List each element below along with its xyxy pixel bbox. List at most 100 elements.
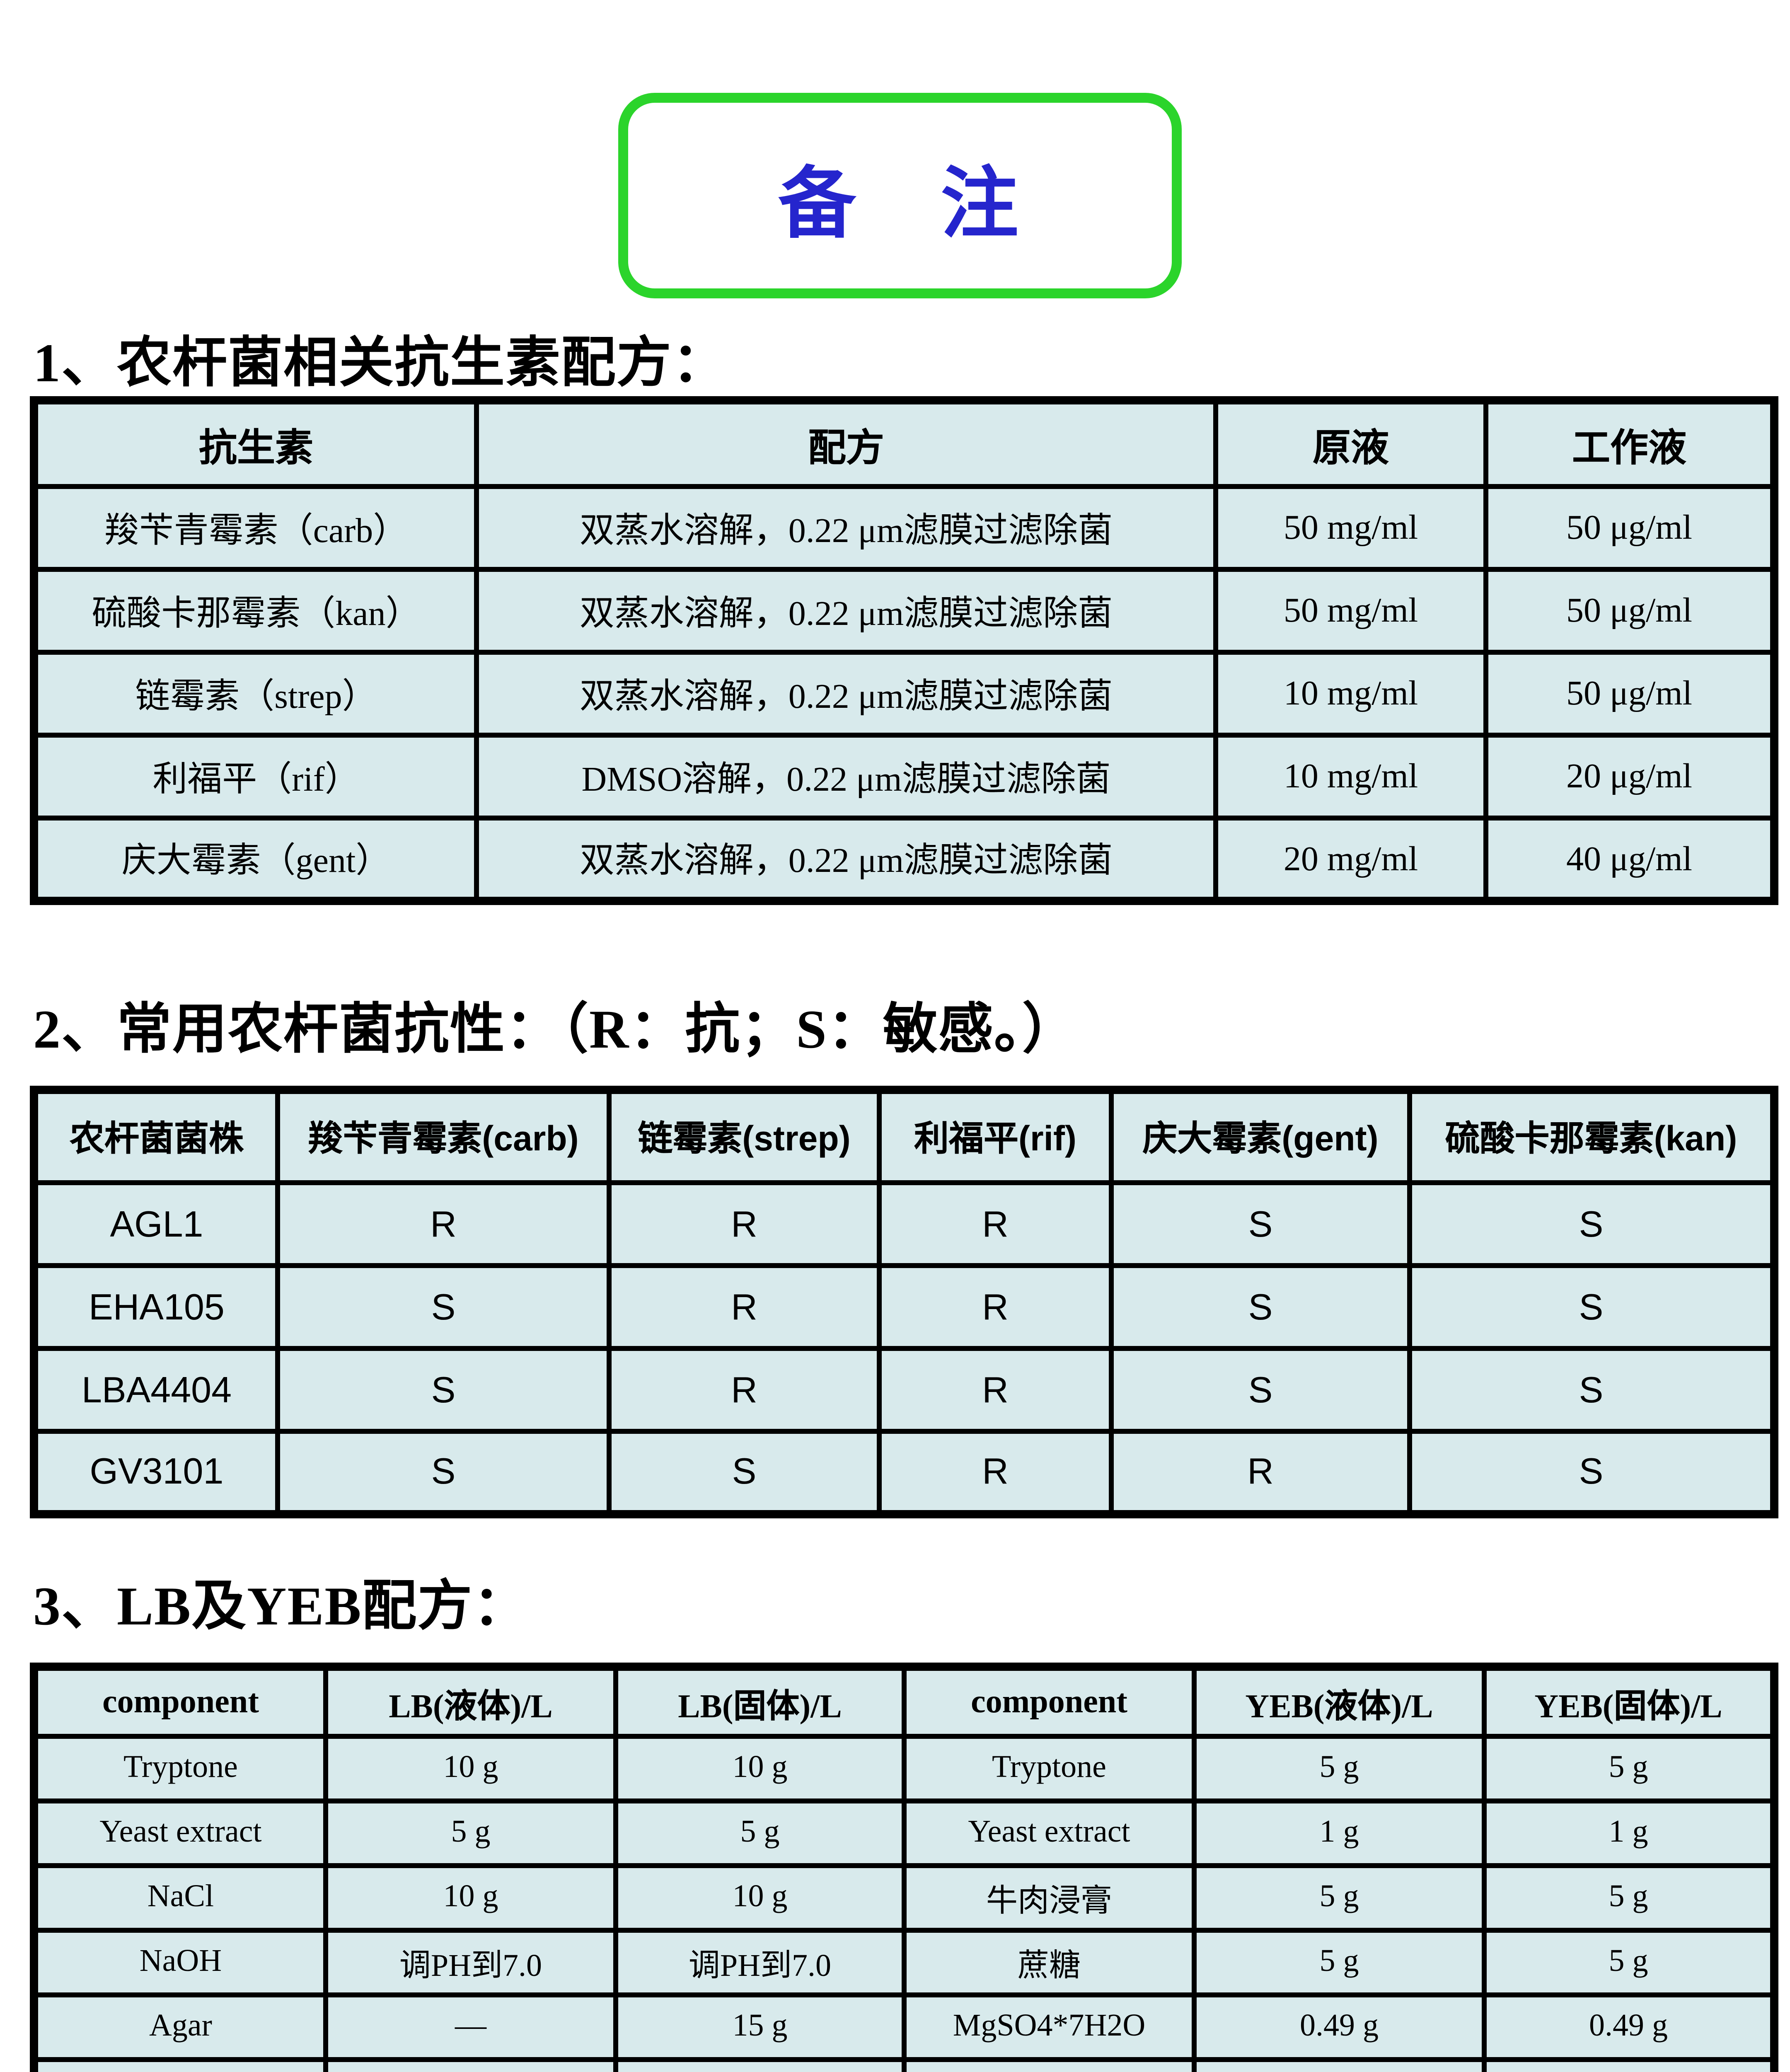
table3-cell-1-1: 5 g xyxy=(323,1798,618,1868)
table1-cell-2-1: 双蒸水溶解，0.22 μm滤膜过滤除菌 xyxy=(474,650,1218,738)
table1-cell-3-1: DMSO溶解，0.22 μm滤膜过滤除菌 xyxy=(474,733,1218,821)
table2-header-2: 链霉素(strep) xyxy=(607,1087,882,1185)
table2-cell-1-2: R xyxy=(607,1263,882,1351)
table3-header-row: component LB(液体)/L LB(固体)/L component YEB(液体… xyxy=(31,1664,1777,1739)
table3-cell-3-2: 调PH到7.0 xyxy=(613,1928,907,1997)
table1-cell-0-1: 双蒸水溶解，0.22 μm滤膜过滤除菌 xyxy=(474,484,1218,572)
table3-cell-1-0: Yeast extract xyxy=(31,1798,328,1868)
table1-row-2: 链霉素（strep） 双蒸水溶解，0.22 μm滤膜过滤除菌 10 mg/ml 50 … xyxy=(31,650,1777,738)
table2-cell-2-5: S xyxy=(1407,1346,1777,1434)
table2-header-4: 庆大霉素(gent) xyxy=(1109,1087,1412,1185)
table1-cell-4-1: 双蒸水溶解，0.22 μm滤膜过滤除菌 xyxy=(474,816,1218,903)
table1-cell-4-3: 40 μg/ml xyxy=(1483,816,1777,903)
table1-row-4: 庆大霉素（gent） 双蒸水溶解，0.22 μm滤膜过滤除菌 20 mg/ml 40 … xyxy=(31,816,1777,903)
table2-cell-1-4: S xyxy=(1109,1263,1412,1351)
table2-header-3: 利福平(rif) xyxy=(877,1087,1114,1185)
table2-cell-3-2: S xyxy=(607,1429,882,1517)
table3-cell-2-4: 5 g xyxy=(1192,1863,1487,1933)
table3-cell-4-2: 15 g xyxy=(613,1992,907,2062)
table1-cell-3-3: 20 μg/ml xyxy=(1483,733,1777,821)
table3-cell-0-2: 10 g xyxy=(613,1734,907,1803)
table1-header-3: 工作液 xyxy=(1483,398,1777,489)
table3-cell-1-2: 5 g xyxy=(613,1798,907,1868)
table3-cell-5-0 xyxy=(31,2057,328,2072)
table2-cell-1-0: EHA105 xyxy=(31,1263,280,1351)
table2-cell-3-0: GV3101 xyxy=(31,1429,280,1517)
table3-cell-2-5: 5 g xyxy=(1482,1863,1777,1933)
table1-row-1: 硫酸卡那霉素（kan） 双蒸水溶解，0.22 μm滤膜过滤除菌 50 mg/ml 50… xyxy=(31,567,1777,655)
lb-yeb-recipe-table: component LB(液体)/L LB(固体)/L component YEB(液体… xyxy=(30,1663,1778,2072)
section-1-heading: 1、农杆菌相关抗生素配方： xyxy=(33,335,728,395)
table2-cell-2-1: S xyxy=(275,1346,612,1434)
table3-cell-2-2: 10 g xyxy=(613,1863,907,1933)
table2-cell-2-0: LBA4404 xyxy=(31,1346,280,1434)
table1-cell-0-3: 50 μg/ml xyxy=(1483,484,1777,572)
table1-cell-3-2: 10 mg/ml xyxy=(1213,733,1488,821)
table2-cell-3-1: S xyxy=(275,1429,612,1517)
table3-cell-4-3: MgSO4*7H2O xyxy=(902,1992,1197,2062)
table3-cell-3-0: NaOH xyxy=(31,1928,328,1997)
table3-cell-3-4: 5 g xyxy=(1192,1928,1487,1997)
table2-cell-0-0: AGL1 xyxy=(31,1180,280,1268)
table1-header-0: 抗生素 xyxy=(31,398,479,489)
table2-row-1: EHA105 S R R S S xyxy=(31,1263,1777,1351)
table3-header-1: LB(液体)/L xyxy=(323,1664,618,1739)
table3-cell-0-3: Tryptone xyxy=(902,1734,1197,1803)
table3-cell-0-0: Tryptone xyxy=(31,1734,328,1803)
table1-cell-4-0: 庆大霉素（gent） xyxy=(31,816,479,903)
table1-cell-2-3: 50 μg/ml xyxy=(1483,650,1777,738)
section-2-heading: 2、常用农杆菌抗性：（R：抗；S：敏感。） xyxy=(33,1001,1078,1061)
table3-cell-4-5: 0.49 g xyxy=(1482,1992,1777,2062)
table1-cell-0-0: 羧苄青霉素（carb） xyxy=(31,484,479,572)
table2-cell-3-5: S xyxy=(1407,1429,1777,1517)
table2-cell-1-3: R xyxy=(877,1263,1114,1351)
table3-cell-4-4: 0.49 g xyxy=(1192,1992,1487,2062)
table1-cell-4-2: 20 mg/ml xyxy=(1213,816,1488,903)
table3-row-4: Agar —15 g MgSO4*7H2O 0.49 g 0.49 g xyxy=(31,1992,1777,2062)
table3-cell-0-4: 5 g xyxy=(1192,1734,1487,1803)
table3-cell-1-5: 1 g xyxy=(1482,1798,1777,1868)
table2-row-2: LBA4404 S R R S S xyxy=(31,1346,1777,1434)
table1-row-3: 利福平（rif） DMSO溶解，0.22 μm滤膜过滤除菌 10 mg/ml 20 μ… xyxy=(31,733,1777,821)
table1-header-2: 原液 xyxy=(1213,398,1488,489)
table2-row-3: GV3101 S S R R S xyxy=(31,1429,1777,1517)
table2-row-0: AGL1 R R R S S xyxy=(31,1180,1777,1268)
table3-cell-5-4: 调PH到7.0 xyxy=(1192,2057,1487,2072)
table3-cell-3-3: 蔗糖 xyxy=(902,1928,1197,1997)
table1-cell-2-0: 链霉素（strep） xyxy=(31,650,479,738)
table2-cell-3-3: R xyxy=(877,1429,1114,1517)
table2-cell-2-2: R xyxy=(607,1346,882,1434)
table3-cell-3-5: 5 g xyxy=(1482,1928,1777,1997)
table3-cell-1-3: Yeast extract xyxy=(902,1798,1197,1868)
remarks-title: 备 注 xyxy=(778,162,1022,248)
table1-cell-0-2: 50 mg/ml xyxy=(1213,484,1488,572)
table1-cell-1-3: 50 μg/ml xyxy=(1483,567,1777,655)
table2-cell-3-4: R xyxy=(1109,1429,1412,1517)
table3-cell-1-4: 1 g xyxy=(1192,1798,1487,1868)
table3-header-0: component xyxy=(31,1664,328,1739)
table3-cell-3-1: 调PH到7.0 xyxy=(323,1928,618,1997)
table3-header-5: YEB(固体)/L xyxy=(1482,1664,1777,1739)
table1-cell-2-2: 10 mg/ml xyxy=(1213,650,1488,738)
table1-cell-1-1: 双蒸水溶解，0.22 μm滤膜过滤除菌 xyxy=(474,567,1218,655)
table3-cell-0-1: 10 g xyxy=(323,1734,618,1803)
table3-header-4: YEB(液体)/L xyxy=(1192,1664,1487,1739)
table3-cell-5-3: NaOH xyxy=(902,2057,1197,2072)
table2-cell-2-4: S xyxy=(1109,1346,1412,1434)
table1-cell-1-0: 硫酸卡那霉素（kan） xyxy=(31,567,479,655)
table1-row-0: 羧苄青霉素（carb） 双蒸水溶解，0.22 μm滤膜过滤除菌 50 mg/ml 50… xyxy=(31,484,1777,572)
section-3-heading: 3、LB及YEB配方： xyxy=(33,1578,529,1638)
table3-cell-4-1: — xyxy=(323,1992,618,2062)
table3-cell-2-1: 10 g xyxy=(323,1863,618,1933)
table3-header-2: LB(固体)/L xyxy=(613,1664,907,1739)
table2-cell-0-1: R xyxy=(275,1180,612,1268)
table2-cell-0-2: R xyxy=(607,1180,882,1268)
table2-cell-1-1: S xyxy=(275,1263,612,1351)
table3-cell-4-0: Agar xyxy=(31,1992,328,2062)
table2-header-0: 农杆菌菌株 xyxy=(31,1087,280,1185)
